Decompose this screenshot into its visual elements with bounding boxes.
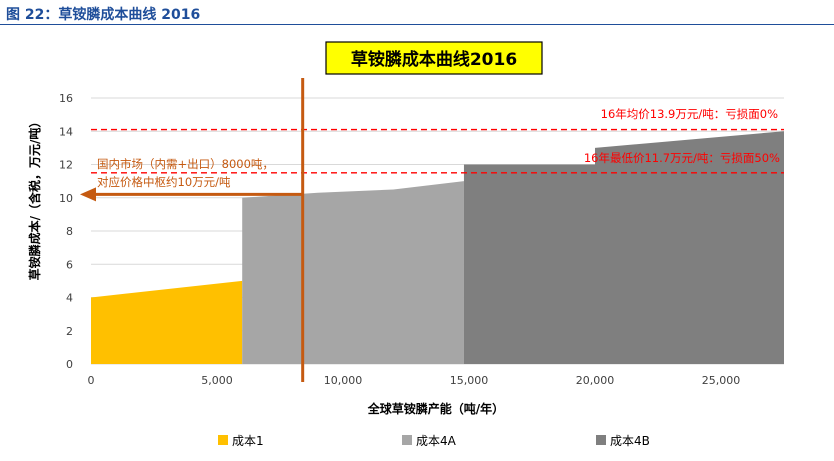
x-tick-label: 15,000 <box>450 374 489 387</box>
legend-label-cost1: 成本1 <box>232 434 264 448</box>
header-rule <box>0 24 834 25</box>
x-axis-label: 全球草铵膦产能（吨/年） <box>367 401 504 416</box>
y-tick-label: 14 <box>59 125 73 138</box>
y-tick-label: 6 <box>66 258 73 271</box>
legend-swatch-cost1 <box>218 435 228 445</box>
y-tick-label: 4 <box>66 292 73 305</box>
y-tick-label: 12 <box>59 159 73 172</box>
domestic-market-arrow-head <box>80 187 96 202</box>
y-tick-label: 0 <box>66 358 73 371</box>
y-tick-label: 2 <box>66 325 73 338</box>
reference-label-lowest-price: 16年最低价11.7万元/吨：亏损面50% <box>584 151 780 165</box>
legend: 成本1 成本4A 成本4B <box>218 434 650 448</box>
series-area-cost4b <box>463 131 784 364</box>
domestic-market-label-line2: 对应价格中枢约10万元/吨 <box>97 175 231 189</box>
chart-title-box: 草铵膦成本曲线2016 <box>325 41 543 75</box>
x-tick-label: 5,000 <box>201 374 233 387</box>
y-tick-label: 10 <box>59 192 73 205</box>
legend-label-cost4a: 成本4A <box>416 434 457 448</box>
axis-ticks: 0 2 4 6 8 10 12 14 16 0 5,000 10,000 15,000 20,000 25,… <box>59 92 740 387</box>
y-tick-label: 8 <box>66 225 73 238</box>
figure-caption: 图 22：草铵膦成本曲线 2016 <box>6 7 201 23</box>
y-axis-label: 草铵膦成本/（含税，万元/吨） <box>27 116 42 281</box>
chart-title: 草铵膦成本曲线2016 <box>351 49 517 70</box>
series-area-cost1 <box>91 280 243 364</box>
legend-label-cost4b: 成本4B <box>610 434 650 448</box>
reference-label-average-price: 16年均价13.9万元/吨：亏损面0% <box>601 107 778 121</box>
domestic-market-marker <box>80 78 305 382</box>
x-tick-label: 20,000 <box>576 374 615 387</box>
title-background <box>325 41 543 75</box>
x-tick-label: 25,000 <box>702 374 741 387</box>
domestic-market-label-line1: 国内市场（内需+出口）8000吨， <box>97 157 274 171</box>
series-area-cost4a <box>242 181 464 364</box>
reference-lines <box>91 128 784 174</box>
y-tick-label: 16 <box>59 92 73 105</box>
x-tick-label: 0 <box>88 374 95 387</box>
cost-areas <box>91 131 784 364</box>
legend-swatch-cost4a <box>402 435 412 445</box>
legend-swatch-cost4b <box>596 435 606 445</box>
x-tick-label: 10,000 <box>324 374 363 387</box>
